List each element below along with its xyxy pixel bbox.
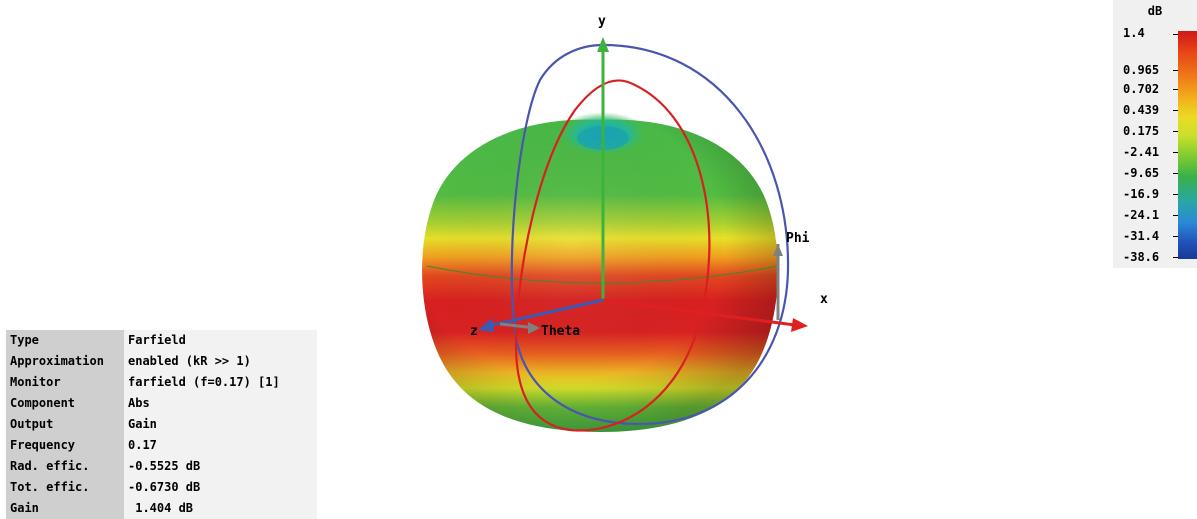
info-row: Tot. effic. -0.6730 dB xyxy=(6,477,317,498)
info-key: Output xyxy=(6,414,124,435)
info-row: Rad. effic. -0.5525 dB xyxy=(6,456,317,477)
legend-tick-label: -2.41 xyxy=(1123,145,1160,159)
legend-tick-label: -24.1 xyxy=(1123,208,1160,222)
x-axis-arrow xyxy=(791,318,808,332)
legend-tick-mark xyxy=(1173,236,1178,237)
legend-tick-mark xyxy=(1173,173,1178,174)
info-value: farfield (f=0.17) [1] xyxy=(124,372,317,393)
legend-tick-label: -31.4 xyxy=(1123,229,1160,243)
info-value: Gain xyxy=(124,414,317,435)
plot-properties-table: Type Farfield Approximation enabled (kR >>… xyxy=(6,330,317,519)
phi-label: Phi xyxy=(786,231,810,246)
x-axis-label: x xyxy=(820,292,828,307)
legend-tick-mark xyxy=(1173,152,1178,153)
info-key: Monitor xyxy=(6,372,124,393)
legend-tick-label: -16.9 xyxy=(1123,187,1160,201)
info-value: Abs xyxy=(124,393,317,414)
info-key: Approximation xyxy=(6,351,124,372)
legend-tick-mark xyxy=(1173,257,1178,258)
theta-circle xyxy=(514,79,711,432)
info-value: -0.6730 dB xyxy=(124,477,317,498)
info-row: Gain 1.404 dB xyxy=(6,498,317,519)
phi-circle xyxy=(510,43,790,426)
legend-tick-label: 0.439 xyxy=(1123,103,1160,117)
legend-tick-mark xyxy=(1173,70,1178,71)
pattern-shading xyxy=(422,119,778,432)
legend-tick-mark xyxy=(1173,34,1178,35)
theta-label: Theta xyxy=(541,324,580,339)
color-scale-legend: dB 1.4 0.965 0.702 0.439 0.175 -2.41 -9.… xyxy=(1113,0,1197,268)
y-axis-label: y xyxy=(598,14,606,29)
info-key: Frequency xyxy=(6,435,124,456)
info-value: 1.404 dB xyxy=(124,498,317,519)
info-row: Component Abs xyxy=(6,393,317,414)
legend-tick-label: 1.4 xyxy=(1123,26,1145,40)
info-key: Type xyxy=(6,330,124,351)
equator-line xyxy=(426,265,779,284)
info-value: 0.17 xyxy=(124,435,317,456)
axes: y x z Phi Theta xyxy=(470,14,828,339)
legend-color-bar xyxy=(1178,31,1197,259)
x-axis-line xyxy=(602,298,796,327)
info-value: Farfield xyxy=(124,330,317,351)
legend-tick-label: 0.175 xyxy=(1123,124,1160,138)
z-axis-arrow xyxy=(478,318,494,332)
legend-tick-label: 0.965 xyxy=(1123,63,1160,77)
legend-tick-mark xyxy=(1173,215,1178,216)
legend-tick-label: 0.702 xyxy=(1123,82,1160,96)
legend-unit-label: dB xyxy=(1147,4,1163,18)
legend-tick-mark xyxy=(1173,89,1178,90)
info-key: Gain xyxy=(6,498,124,519)
y-axis-arrow xyxy=(597,37,609,52)
info-key: Tot. effic. xyxy=(6,477,124,498)
info-key: Rad. effic. xyxy=(6,456,124,477)
info-value: enabled (kR >> 1) xyxy=(124,351,317,372)
info-row: Frequency 0.17 xyxy=(6,435,317,456)
z-axis-line xyxy=(487,298,604,328)
info-key: Component xyxy=(6,393,124,414)
info-row: Type Farfield xyxy=(6,330,317,351)
legend-tick-mark xyxy=(1173,194,1178,195)
z-axis-label: z xyxy=(470,324,478,339)
info-row: Approximation enabled (kR >> 1) xyxy=(6,351,317,372)
info-row: Monitor farfield (f=0.17) [1] xyxy=(6,372,317,393)
legend-tick-mark xyxy=(1173,110,1178,111)
radiation-pattern xyxy=(422,110,779,432)
info-value: -0.5525 dB xyxy=(124,456,317,477)
info-row: Output Gain xyxy=(6,414,317,435)
legend-tick-label: -9.65 xyxy=(1123,166,1160,180)
phi-marker-arrow xyxy=(773,244,783,256)
theta-marker-arrow xyxy=(528,322,540,334)
legend-tick-label: -38.6 xyxy=(1123,250,1160,264)
legend-tick-mark xyxy=(1173,131,1178,132)
